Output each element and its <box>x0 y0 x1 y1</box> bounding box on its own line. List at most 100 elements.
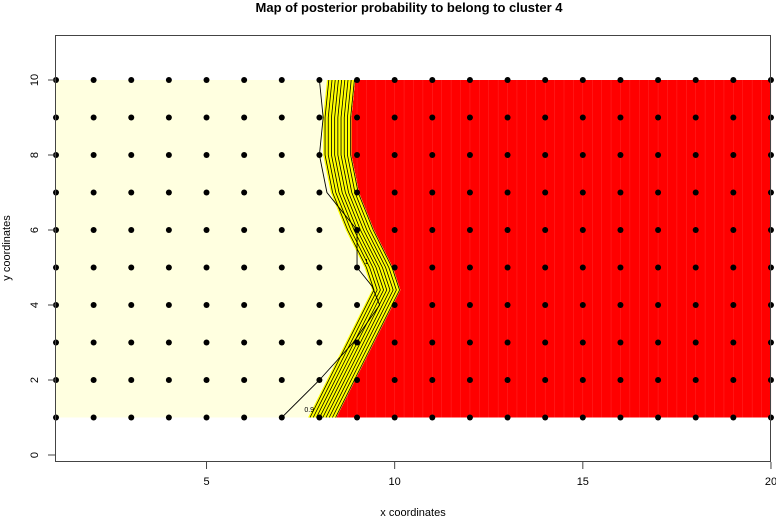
data-point <box>617 414 624 421</box>
data-point <box>90 189 97 196</box>
high-probability-region <box>336 80 771 418</box>
plot-area: 10.9 <box>53 77 774 421</box>
data-point <box>391 114 398 121</box>
data-point <box>354 114 361 121</box>
data-point <box>128 414 135 421</box>
data-point <box>429 77 436 83</box>
data-point <box>128 264 135 271</box>
data-point <box>730 377 737 383</box>
data-point <box>354 77 361 83</box>
data-point <box>128 77 135 83</box>
data-point <box>617 264 624 271</box>
data-point <box>466 264 473 271</box>
contour-line-outer <box>281 79 381 418</box>
data-point <box>278 152 285 158</box>
low-probability-region-cover <box>56 80 401 418</box>
data-point <box>542 302 549 308</box>
data-point <box>692 414 699 421</box>
data-point <box>203 377 210 383</box>
data-point <box>466 377 473 383</box>
contour-line <box>309 79 375 418</box>
data-point <box>316 227 323 233</box>
data-point <box>655 227 662 233</box>
data-point <box>354 189 361 196</box>
data-point <box>692 227 699 233</box>
data-point <box>90 377 97 383</box>
data-point <box>542 114 549 121</box>
data-point <box>692 189 699 196</box>
x-tick-label: 20 <box>765 476 776 488</box>
data-point <box>655 339 662 346</box>
data-point <box>203 189 210 196</box>
data-point <box>730 77 737 83</box>
data-point <box>90 77 97 83</box>
data-point <box>316 302 323 308</box>
transition-band <box>308 80 401 418</box>
data-point <box>165 302 172 308</box>
data-point <box>692 377 699 383</box>
data-point <box>655 302 662 308</box>
data-point <box>466 77 473 83</box>
data-point <box>466 339 473 346</box>
y-tick-label: 2 <box>29 377 41 383</box>
data-point <box>278 227 285 233</box>
data-point <box>617 302 624 308</box>
y-tick-label: 4 <box>29 302 41 308</box>
data-point <box>466 114 473 121</box>
data-point <box>203 302 210 308</box>
data-point <box>655 377 662 383</box>
x-tick-label: 10 <box>389 476 401 488</box>
data-point <box>316 264 323 271</box>
y-axis: 0 2 4 6 8 10 <box>29 74 55 458</box>
data-point <box>692 339 699 346</box>
data-point <box>655 114 662 121</box>
data-point <box>203 77 210 83</box>
data-point <box>504 189 511 196</box>
data-point <box>579 264 586 271</box>
contour-line <box>328 79 394 418</box>
data-point <box>429 264 436 271</box>
data-point <box>655 414 662 421</box>
data-point <box>278 264 285 271</box>
data-point <box>579 377 586 383</box>
data-point <box>241 339 248 346</box>
data-point <box>655 189 662 196</box>
data-point <box>241 227 248 233</box>
data-point <box>354 339 361 346</box>
data-point <box>466 227 473 233</box>
data-point <box>466 302 473 308</box>
data-point <box>90 302 97 308</box>
data-point <box>730 302 737 308</box>
data-point <box>579 339 586 346</box>
data-point <box>128 377 135 383</box>
data-point <box>579 189 586 196</box>
data-point <box>128 227 135 233</box>
data-point <box>316 414 323 421</box>
data-point <box>579 227 586 233</box>
data-point <box>542 339 549 346</box>
y-tick-label: 6 <box>29 227 41 233</box>
data-point <box>203 264 210 271</box>
data-point <box>241 377 248 383</box>
data-point <box>165 264 172 271</box>
data-point <box>278 414 285 421</box>
data-point <box>542 414 549 421</box>
contour-line <box>325 79 391 418</box>
x-tick-label: 15 <box>577 476 589 488</box>
data-point <box>542 264 549 271</box>
data-point <box>316 189 323 196</box>
x-axis-label: x coordinates <box>380 507 446 518</box>
data-point <box>391 414 398 421</box>
data-point <box>90 114 97 121</box>
data-point <box>655 77 662 83</box>
data-point <box>354 227 361 233</box>
data-point <box>354 377 361 383</box>
data-point <box>90 152 97 158</box>
data-point <box>354 302 361 308</box>
data-point <box>617 77 624 83</box>
data-point <box>203 152 210 158</box>
data-point <box>391 302 398 308</box>
data-point <box>466 152 473 158</box>
contour-line <box>332 79 397 418</box>
